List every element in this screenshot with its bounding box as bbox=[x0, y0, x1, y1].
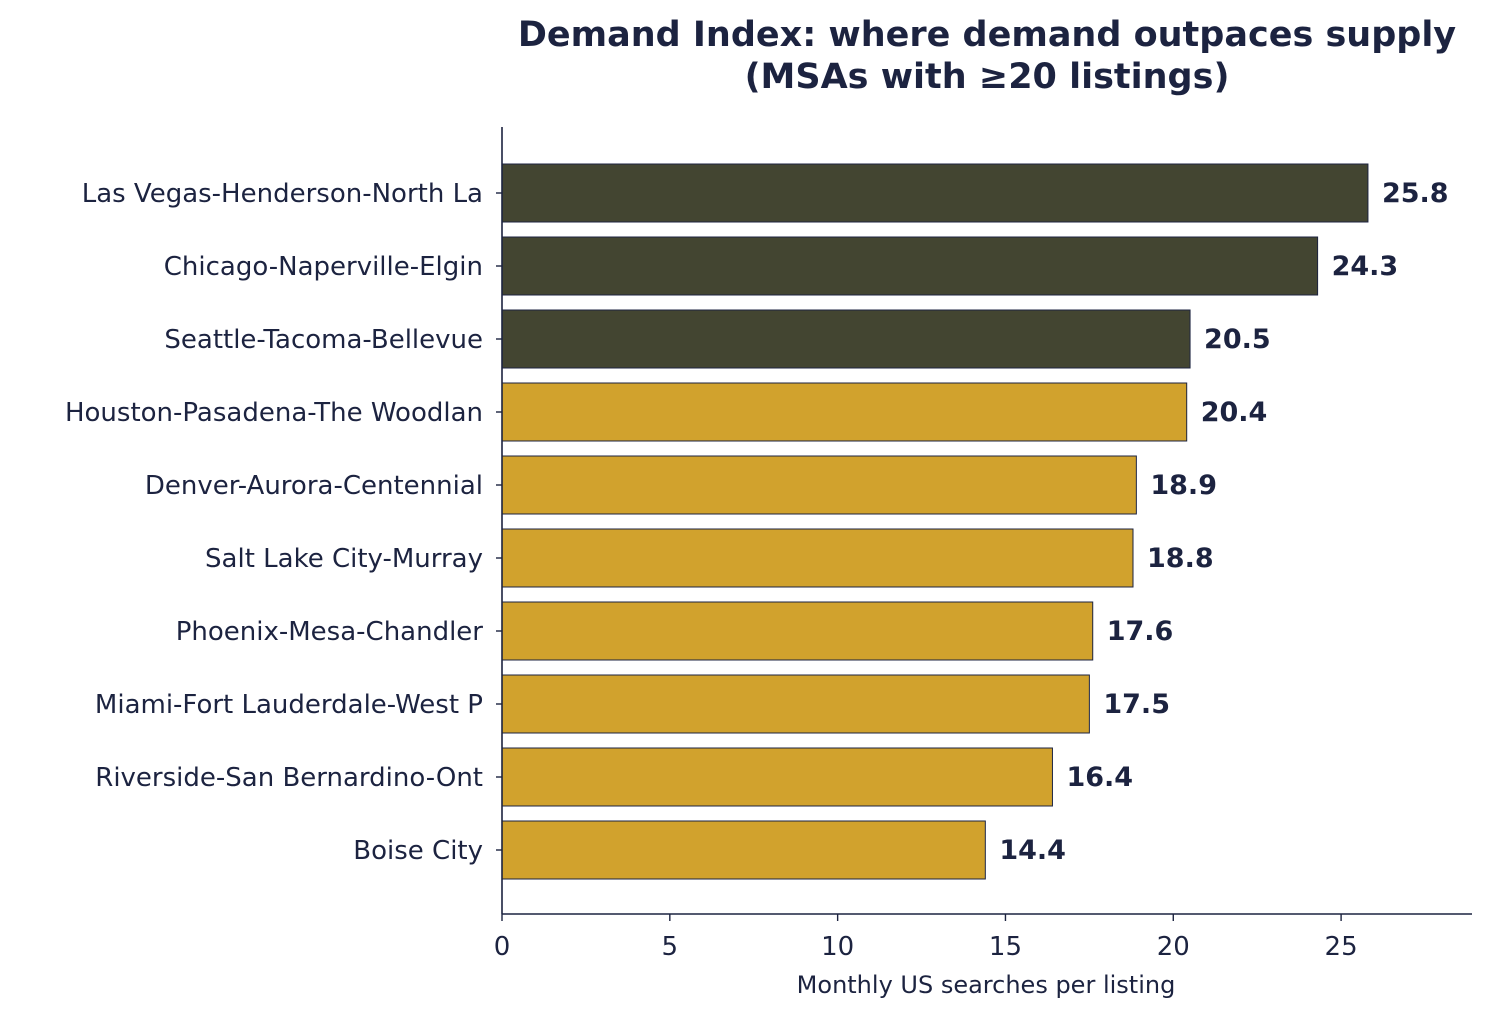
category-label: Las Vegas-Henderson-North La bbox=[82, 179, 483, 209]
category-label: Phoenix-Mesa-Chandler bbox=[176, 617, 484, 647]
value-label: 20.4 bbox=[1201, 397, 1268, 428]
value-label: 25.8 bbox=[1382, 178, 1449, 209]
bar bbox=[501, 747, 1053, 807]
x-tick-label: 5 bbox=[662, 932, 679, 962]
category-label: Chicago-Naperville-Elgin bbox=[164, 252, 483, 282]
bar bbox=[501, 309, 1191, 369]
category-label: Houston-Pasadena-The Woodlan bbox=[65, 398, 483, 428]
bar bbox=[501, 601, 1094, 661]
category-label: Denver-Aurora-Centennial bbox=[145, 471, 483, 501]
value-labels-group: 25.8 24.3 20.5 20.4 18.9 18.8 17.6 17.5 16.4 14.4 bbox=[999, 178, 1448, 866]
value-label: 14.4 bbox=[999, 835, 1066, 866]
chart-subtitle-line: (MSAs with ≥20 listings) bbox=[744, 57, 1230, 97]
chart-title-line: Demand Index: where demand outpaces supp… bbox=[517, 15, 1457, 55]
bars-group bbox=[501, 163, 1369, 880]
bar bbox=[501, 528, 1134, 588]
bar bbox=[501, 820, 986, 880]
bar bbox=[501, 455, 1137, 515]
bar bbox=[501, 163, 1369, 223]
value-label: 17.6 bbox=[1107, 616, 1174, 647]
value-label: 24.3 bbox=[1332, 251, 1399, 282]
category-label: Seattle-Tacoma-Bellevue bbox=[164, 325, 483, 355]
x-tick-label: 20 bbox=[1157, 932, 1190, 962]
value-label: 17.5 bbox=[1103, 689, 1170, 720]
axes-group: 0 5 10 15 20 25 bbox=[494, 127, 1472, 962]
value-label: 16.4 bbox=[1066, 762, 1133, 793]
chart-title: Demand Index: where demand outpaces supp… bbox=[487, 14, 1487, 98]
x-axis-title: Monthly US searches per listing bbox=[797, 971, 1176, 999]
x-tick-label: 0 bbox=[494, 932, 511, 962]
category-label: Riverside-San Bernardino-Ont bbox=[95, 763, 483, 793]
x-tick-label: 15 bbox=[989, 932, 1022, 962]
bar bbox=[501, 236, 1319, 296]
bar bbox=[501, 674, 1090, 734]
value-label: 18.8 bbox=[1147, 543, 1214, 574]
category-label: Boise City bbox=[353, 836, 483, 866]
category-labels-group: Las Vegas-Henderson-North La Chicago-Nape… bbox=[65, 179, 483, 866]
category-label: Miami-Fort Lauderdale-West P bbox=[95, 690, 483, 720]
value-label: 18.9 bbox=[1150, 470, 1217, 501]
value-label: 20.5 bbox=[1204, 324, 1271, 355]
category-label: Salt Lake City-Murray bbox=[205, 544, 483, 574]
bar bbox=[501, 382, 1188, 442]
x-tick-label: 10 bbox=[821, 932, 854, 962]
x-tick-label: 25 bbox=[1325, 932, 1358, 962]
